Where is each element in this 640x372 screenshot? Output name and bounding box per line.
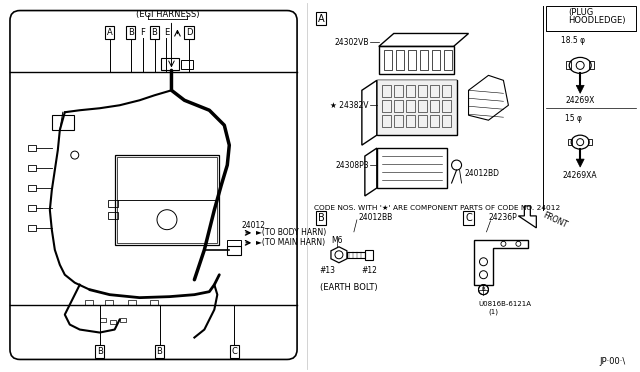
Text: HOODLEDGE): HOODLEDGE) — [568, 16, 626, 25]
Bar — [127, 299, 136, 305]
Text: 24012BB: 24012BB — [359, 214, 393, 222]
Text: B: B — [317, 213, 324, 223]
Bar — [418, 85, 427, 97]
Text: B: B — [157, 347, 163, 356]
Bar — [406, 85, 415, 97]
Text: A: A — [317, 13, 324, 23]
Text: ►(TO MAIN HARN): ►(TO MAIN HARN) — [256, 238, 325, 247]
Bar — [116, 157, 218, 200]
Text: 24269XA: 24269XA — [563, 170, 598, 180]
Bar — [28, 225, 36, 231]
Bar — [589, 61, 594, 69]
Text: FRONT: FRONT — [541, 210, 569, 230]
Bar — [105, 299, 113, 305]
Text: (EARTH BOLT): (EARTH BOLT) — [320, 283, 378, 292]
Bar — [382, 100, 391, 112]
Bar — [347, 252, 365, 258]
Text: #13: #13 — [319, 266, 335, 275]
Bar — [227, 246, 241, 255]
Bar — [431, 51, 440, 70]
Text: JP·00·\: JP·00·\ — [600, 357, 626, 366]
Text: F: F — [140, 28, 145, 37]
Bar — [150, 299, 157, 305]
Bar — [406, 115, 415, 127]
Bar — [394, 85, 403, 97]
Bar — [28, 145, 36, 151]
Bar — [377, 148, 447, 188]
Text: C: C — [231, 347, 237, 356]
Text: (1): (1) — [488, 308, 499, 315]
Bar — [384, 51, 392, 70]
Bar — [84, 299, 93, 305]
Bar — [408, 51, 416, 70]
Bar — [181, 60, 193, 69]
Text: ►(TO BODY HARN): ►(TO BODY HARN) — [256, 228, 326, 237]
Bar — [394, 115, 403, 127]
Bar — [547, 6, 636, 32]
Bar — [442, 85, 451, 97]
Bar — [418, 115, 427, 127]
Text: 24012BD: 24012BD — [465, 169, 500, 177]
Text: B: B — [97, 347, 102, 356]
Bar — [108, 200, 118, 207]
Text: M6: M6 — [331, 236, 342, 245]
Bar — [109, 320, 116, 324]
Bar — [120, 318, 125, 321]
Text: CODE NOS. WITH '★' ARE COMPONENT PARTS OF CODE NO. 24012: CODE NOS. WITH '★' ARE COMPONENT PARTS O… — [314, 205, 560, 211]
Bar — [28, 205, 36, 211]
Bar — [566, 61, 572, 69]
Bar — [161, 58, 179, 70]
FancyBboxPatch shape — [10, 10, 297, 359]
Text: (EGI HARNESS): (EGI HARNESS) — [136, 10, 199, 19]
Bar — [406, 100, 415, 112]
Bar — [100, 318, 106, 321]
Bar — [382, 85, 391, 97]
Text: #12: #12 — [361, 266, 377, 275]
Bar — [429, 100, 438, 112]
Text: 24302VB: 24302VB — [334, 38, 369, 47]
Bar — [52, 115, 74, 130]
Text: B: B — [482, 287, 485, 292]
Polygon shape — [576, 85, 584, 93]
Text: 18.5 φ: 18.5 φ — [561, 36, 585, 45]
Text: B: B — [127, 28, 134, 37]
Text: C: C — [465, 213, 472, 223]
Bar — [108, 212, 118, 219]
Text: A: A — [107, 28, 113, 37]
Text: D: D — [186, 28, 193, 37]
Polygon shape — [576, 159, 584, 167]
Text: ★ 24382V: ★ 24382V — [330, 101, 369, 110]
Text: 24012: 24012 — [241, 221, 265, 230]
Bar — [379, 46, 454, 74]
Text: E: E — [164, 28, 169, 37]
Bar — [377, 80, 456, 135]
Bar — [365, 250, 373, 260]
Bar — [377, 80, 456, 135]
Bar — [28, 185, 36, 191]
Bar — [28, 165, 36, 171]
Bar — [116, 200, 218, 243]
Bar — [429, 115, 438, 127]
Bar — [115, 155, 220, 245]
Text: 15 φ: 15 φ — [564, 114, 582, 123]
Bar — [418, 100, 427, 112]
Text: B: B — [152, 28, 157, 37]
Bar — [442, 100, 451, 112]
Bar — [382, 115, 391, 127]
Bar — [396, 51, 404, 70]
Bar — [420, 51, 428, 70]
Text: 24308P3: 24308P3 — [335, 161, 369, 170]
Bar — [588, 139, 592, 145]
Text: (PLUG: (PLUG — [568, 8, 593, 17]
Bar — [568, 139, 572, 145]
Bar — [227, 240, 241, 246]
Text: 24269X: 24269X — [566, 96, 595, 105]
Bar — [429, 85, 438, 97]
Bar — [394, 100, 403, 112]
Bar — [442, 115, 451, 127]
Text: Ù0816B-6121A: Ù0816B-6121A — [479, 300, 531, 307]
Bar — [444, 51, 452, 70]
Text: 24236P: 24236P — [488, 214, 517, 222]
